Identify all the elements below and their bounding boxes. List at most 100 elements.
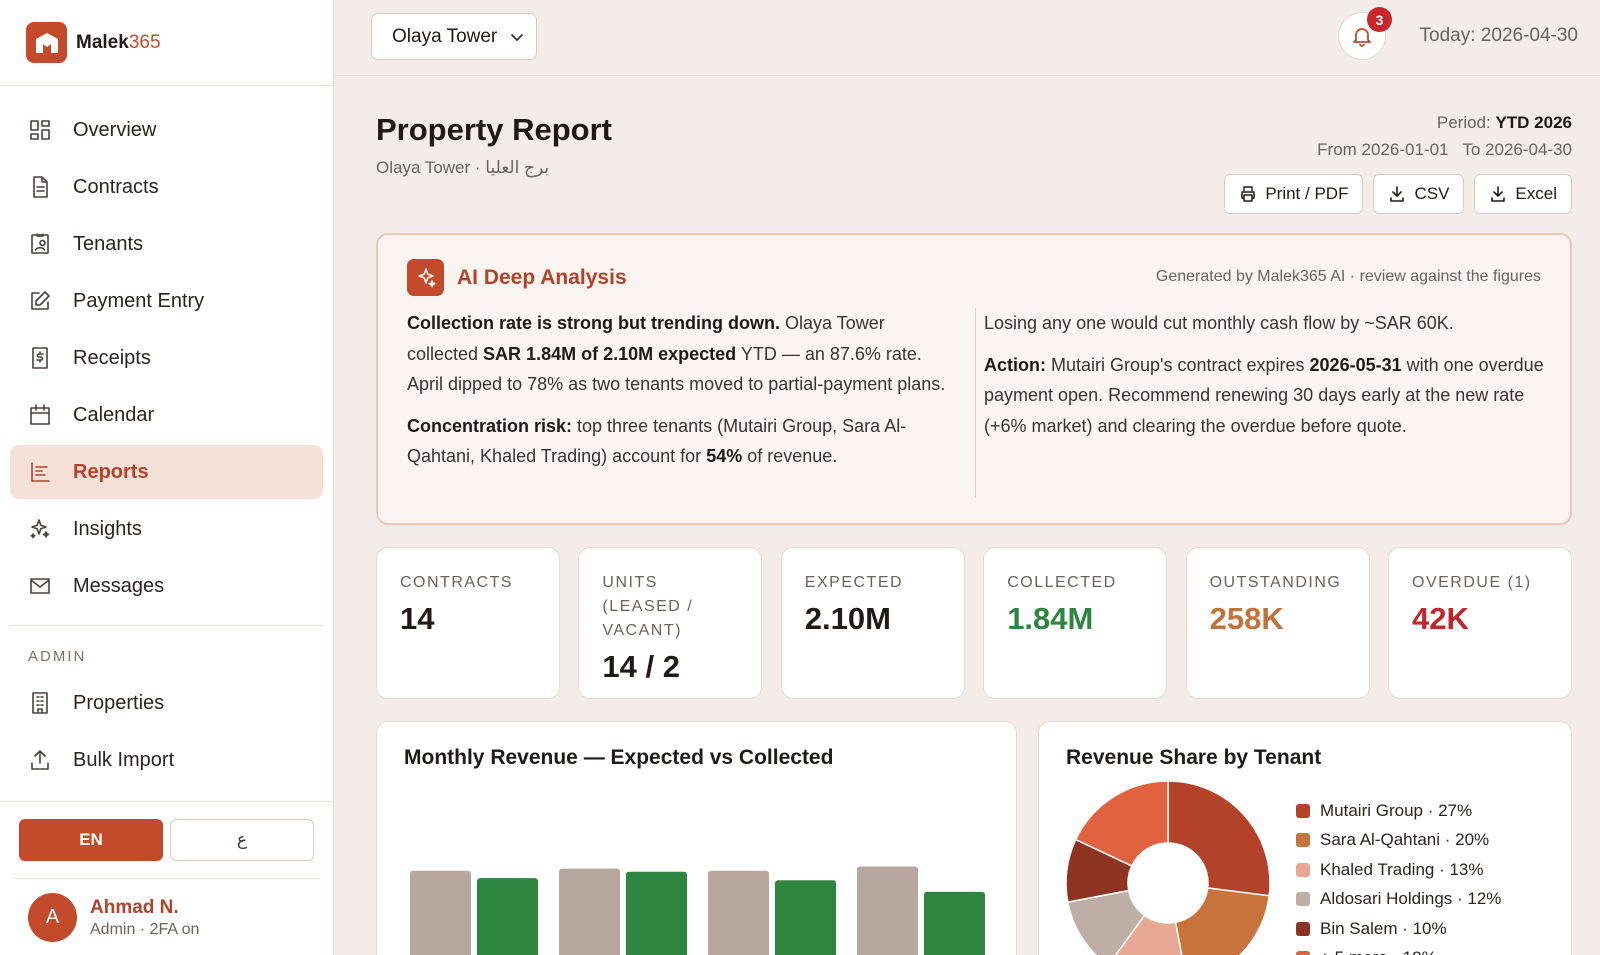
sidebar-item-label: Properties — [73, 691, 165, 714]
sidebar-item-tenants[interactable]: Tenants — [10, 217, 323, 271]
sidebar-item-properties[interactable]: Properties — [10, 676, 323, 730]
ai-paragraph: Action: Mutairi Group's contract expires… — [984, 354, 1544, 436]
sidebar-item-messages[interactable]: Messages — [10, 559, 323, 613]
download-icon — [1491, 186, 1506, 202]
bar-collected-mar[interactable] — [775, 880, 836, 955]
logo[interactable]: Malek365 — [0, 0, 333, 86]
legend-item: + 5 more · 18% — [1296, 944, 1501, 955]
pie-slice[interactable] — [1174, 887, 1271, 955]
legend-label: Aldosari Holdings · 12% — [1320, 889, 1502, 909]
print-pdf-button[interactable]: Print / PDF — [1224, 174, 1364, 214]
bar-collected-apr[interactable] — [924, 891, 985, 955]
sidebar-item-contracts[interactable]: Contracts — [10, 160, 323, 214]
kpi-card: OVERDUE (1) 42K — [1388, 547, 1572, 699]
ai-analysis-card: AI Deep Analysis Generated by Malek365 A… — [376, 233, 1572, 525]
avatar: A — [28, 893, 77, 942]
pie-slice[interactable] — [1108, 914, 1187, 955]
admin-section-label: ADMIN — [28, 648, 87, 665]
legend-label: Bin Salem · 10% — [1320, 918, 1447, 938]
kpi-card: COLLECTED 1.84M — [983, 547, 1168, 699]
ai-title: AI Deep Analysis — [457, 266, 627, 289]
kpi-value: 258K — [1209, 601, 1284, 636]
kpi-label: EXPECTED — [804, 574, 904, 591]
sidebar-item-calendar[interactable]: Calendar — [10, 388, 323, 442]
document-icon — [28, 175, 52, 199]
sidebar-item-insights[interactable]: Insights — [10, 502, 323, 556]
monthly-revenue-chart — [410, 866, 985, 955]
bar-expected-jan[interactable] — [410, 870, 471, 955]
page-subtitle: Olaya Tower · برج العليا — [376, 158, 550, 177]
legend-item: Khaled Trading · 13% — [1296, 855, 1501, 885]
chart-title: Monthly Revenue — Expected vs Collected — [404, 746, 834, 769]
kpi-card: UNITS (LEASED / VACANT) 14 / 2 — [578, 547, 763, 699]
logo-icon — [26, 22, 67, 63]
calendar-icon — [28, 403, 52, 427]
bar-collected-jan[interactable] — [477, 878, 538, 955]
legend-item: Sara Al-Qahtani · 20% — [1296, 826, 1501, 856]
kpi-label: UNITS (LEASED / VACANT) — [602, 574, 694, 639]
kpi-label: COLLECTED — [1007, 574, 1117, 591]
sidebar-item-bulk-import[interactable]: Bulk Import — [10, 733, 323, 787]
bar-expected-mar[interactable] — [708, 870, 769, 955]
legend-swatch — [1296, 803, 1310, 818]
kpi-value: 2.10M — [804, 601, 891, 636]
legend-label: + 5 more · 18% — [1320, 948, 1437, 955]
export-actions: Print / PDF CSV Excel — [1224, 174, 1572, 214]
sidebar-item-label: Receipts — [73, 346, 151, 369]
bar-expected-apr[interactable] — [857, 866, 918, 955]
sidebar-item-reports[interactable]: Reports — [10, 445, 323, 499]
kpi-value: 14 — [400, 601, 435, 636]
legend-swatch — [1296, 892, 1310, 907]
legend-label: Mutairi Group · 27% — [1320, 800, 1473, 820]
excel-button[interactable]: Excel — [1474, 174, 1572, 214]
main-nav: Overview Contracts Tenants Payment Entry Rec… — [0, 86, 333, 613]
sidebar-item-label: Messages — [73, 574, 165, 597]
lang-en-button[interactable]: EN — [19, 819, 163, 861]
sidebar-item-label: Overview — [73, 118, 157, 141]
sidebar-item-label: Contracts — [73, 175, 159, 198]
legend-label: Sara Al-Qahtani · 20% — [1320, 830, 1490, 850]
sidebar-item-label: Bulk Import — [73, 748, 175, 771]
bar-expected-feb[interactable] — [559, 868, 620, 955]
kpi-label: OUTSTANDING — [1209, 574, 1342, 591]
print-pdf-label: Print / PDF — [1265, 184, 1349, 203]
csv-button[interactable]: CSV — [1373, 174, 1465, 214]
notification-count-badge: 3 — [1367, 7, 1392, 32]
sidebar-item-payment-entry[interactable]: Payment Entry — [10, 274, 323, 328]
kpi-value: 14 / 2 — [602, 649, 680, 684]
sidebar-item-label: Tenants — [73, 232, 144, 255]
ai-paragraph: Collection rate is strong but trending d… — [407, 313, 946, 394]
ai-generated-note: Generated by Malek365 AI · review agains… — [1155, 268, 1541, 285]
sidebar-item-label: Insights — [73, 517, 142, 540]
ai-column-divider — [975, 308, 976, 498]
sidebar-item-overview[interactable]: Overview — [10, 103, 323, 157]
topbar: Olaya Tower 3 Today: 2026-04-30 — [335, 0, 1600, 76]
user-profile[interactable]: A Ahmad N. Admin · 2FA on — [14, 878, 320, 942]
legend-swatch — [1296, 833, 1310, 848]
lang-ar-button[interactable]: ع — [170, 819, 314, 861]
notifications-button[interactable]: 3 — [1338, 7, 1392, 60]
ai-left-column: Collection rate is strong but trending d… — [407, 308, 953, 483]
bar-collected-feb[interactable] — [626, 871, 687, 955]
legend-swatch — [1296, 951, 1310, 955]
download-icon — [1390, 186, 1405, 202]
kpi-card: OUTSTANDING 258K — [1185, 547, 1370, 699]
kpi-value: 1.84M — [1007, 601, 1094, 636]
grid-icon — [28, 118, 52, 142]
today-date: Today: 2026-04-30 — [1419, 25, 1578, 46]
mail-icon — [28, 574, 52, 598]
app-name: Malek365 — [76, 31, 161, 53]
sidebar-item-label: Reports — [73, 460, 149, 483]
pie-slice[interactable] — [1167, 780, 1271, 897]
pie-slice[interactable] — [1074, 780, 1169, 867]
sidebar-item-receipts[interactable]: Receipts — [10, 331, 323, 385]
legend-swatch — [1296, 862, 1310, 877]
chart-icon — [28, 460, 52, 484]
property-select[interactable]: Olaya Tower — [371, 13, 537, 60]
user-name: Ahmad N. — [90, 896, 179, 918]
legend-swatch — [1296, 921, 1310, 936]
legend-item: Mutairi Group · 27% — [1296, 796, 1501, 826]
kpi-label: OVERDUE (1) — [1412, 574, 1532, 591]
kpi-value: 42K — [1412, 601, 1469, 636]
kpi-card: CONTRACTS 14 — [376, 547, 560, 699]
